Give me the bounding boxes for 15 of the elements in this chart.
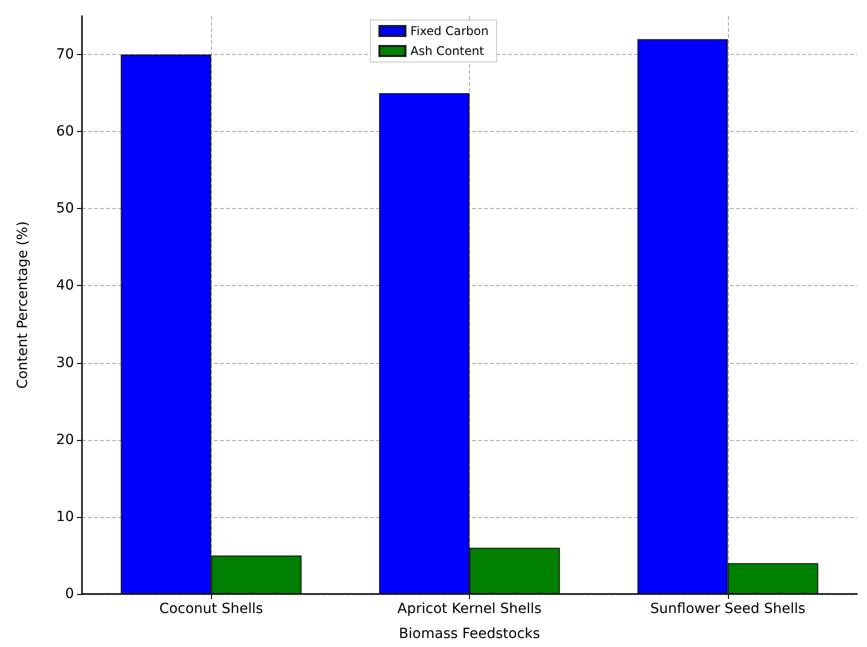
y-tick-label: 0 [65,586,74,602]
y-tick-label: 30 [56,354,74,371]
y-tick-label: 50 [56,200,74,217]
legend-label: Ash Content [410,44,484,58]
y-axis-title: Content Percentage (%) [15,221,31,389]
y-tick-label: 10 [56,508,74,525]
y-tick-label: 60 [56,124,74,140]
x-tick-label: Sunflower Seed Shells [650,601,806,617]
y-tick-label: 20 [56,432,74,448]
x-tick-label: Coconut Shells [159,601,264,617]
y-tick-label: 40 [56,278,74,294]
x-tick-label: Apricot Kernel Shells [397,601,542,617]
y-tick-label: 70 [56,46,74,63]
legend-label: Fixed Carbon [410,24,489,38]
x-axis-title: Biomass Feedstocks [398,626,540,642]
